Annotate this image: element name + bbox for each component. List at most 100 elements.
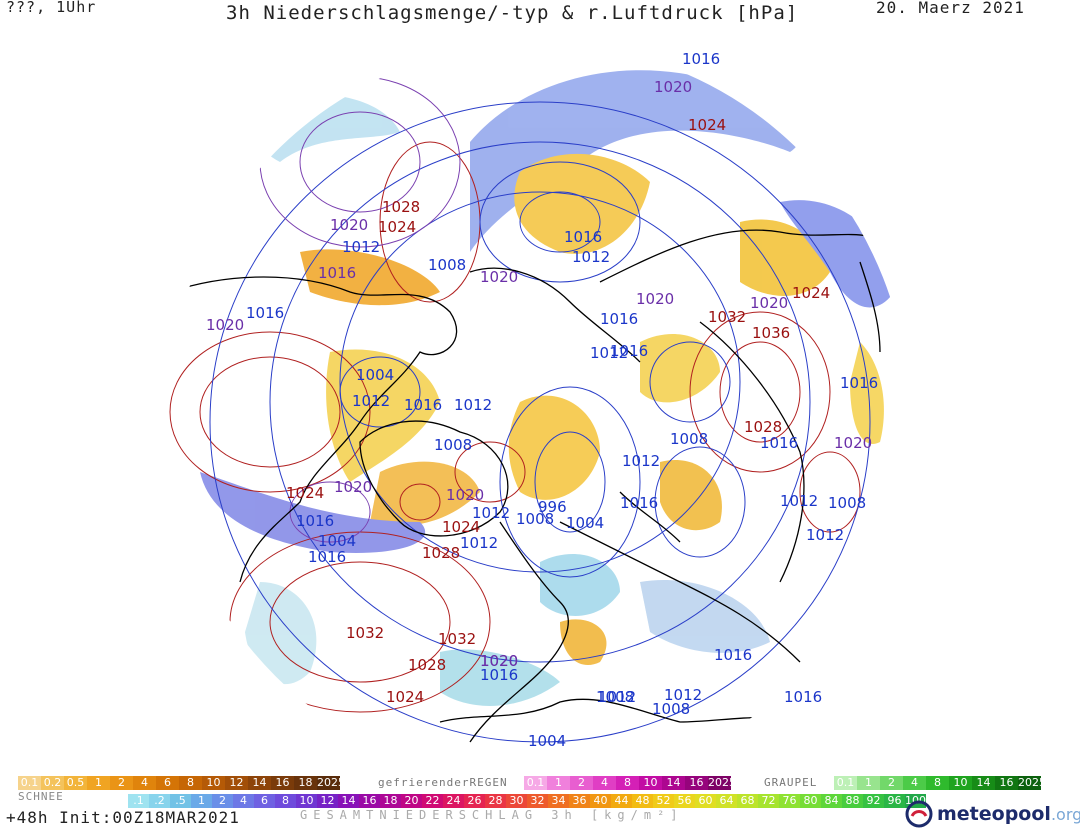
- isobar-label: 1008: [434, 436, 473, 454]
- total-legend-cell: 12: [317, 794, 338, 808]
- isobar-label: 1024: [792, 284, 831, 302]
- isobar-label: 1012: [460, 534, 499, 552]
- total-legend-cell: 32: [527, 794, 548, 808]
- snow-legend-cell: 10: [202, 776, 225, 790]
- total-legend-cell: 8: [275, 794, 296, 808]
- total-legend-cell: 68: [737, 794, 758, 808]
- isobar-label: 1012: [664, 686, 703, 704]
- isobar-label: 1016: [480, 666, 519, 684]
- isobar-label: 1016: [246, 304, 285, 322]
- snow-legend-cell: 2025+: [317, 776, 355, 790]
- total-legend-cell: 84: [821, 794, 842, 808]
- isobar-label: 1020: [446, 486, 485, 504]
- total-legend-cell: 80: [800, 794, 821, 808]
- total-precip-caption: GESAMTNIEDERSCHLAG 3h [kg/m²]: [300, 808, 684, 822]
- isobar-label: 1028: [744, 418, 783, 436]
- snow-legend-cell: 14: [248, 776, 271, 790]
- snow-legend-cell: 1: [87, 776, 110, 790]
- isobar-label: 1008: [428, 256, 467, 274]
- precipitation-areas: [200, 70, 900, 706]
- polar-projection-map: [165, 41, 911, 772]
- isobar-label: 1032: [708, 308, 747, 326]
- isobar-label: 1016: [610, 342, 649, 360]
- total-legend-cell: 4: [233, 794, 254, 808]
- graupel-legend-cell: 16: [995, 776, 1018, 790]
- isobar-label: 1020: [480, 268, 519, 286]
- graupel-legend-label: GRAUPEL: [764, 776, 818, 789]
- isobar-label: 1016: [318, 264, 357, 282]
- isobar-label: 1008: [596, 688, 635, 706]
- total-legend-cell: 1: [191, 794, 212, 808]
- isobar-label: 1016: [308, 548, 347, 566]
- graupel-legend-cell: 10: [949, 776, 972, 790]
- total-legend-cell: 36: [569, 794, 590, 808]
- total-legend-cell: 72: [758, 794, 779, 808]
- total-legend-cell: 10: [296, 794, 317, 808]
- isobar-label: 1008: [828, 494, 867, 512]
- snow-legend-cell: 12: [225, 776, 248, 790]
- run-info: +48h Init:00Z18MAR2021: [6, 808, 240, 827]
- freezing_rain-legend-cell: 4: [593, 776, 616, 790]
- graupel-legend-cell: 0.1: [834, 776, 857, 790]
- graupel-legend: 0.1 1 2 4 8 10 14 16 2025+: [834, 776, 1056, 790]
- isobar-label: 1012: [472, 504, 511, 522]
- isobar-label: 1020: [334, 478, 373, 496]
- total-precip-legend: .1.2.5 1 2 4 6 8 10 12 14 16 18 20 22 24 26 28 30 32 34 36 4…: [128, 794, 926, 808]
- total-legend-cell: 48: [632, 794, 653, 808]
- isobar-label: 1012: [806, 526, 845, 544]
- total-legend-cell: 24: [443, 794, 464, 808]
- snow-legend-cell: 0.2: [41, 776, 64, 790]
- isobar-label: 1008: [516, 510, 555, 528]
- isobar-label: 1028: [408, 656, 447, 674]
- freezing_rain-legend-cell: 16: [685, 776, 708, 790]
- snow-legend-cell: 4: [133, 776, 156, 790]
- total-legend-cell: 34: [548, 794, 569, 808]
- snow-legend-cell: 2: [110, 776, 133, 790]
- isobar-label: 1020: [636, 290, 675, 308]
- isobar-label: 1012: [352, 392, 391, 410]
- freezing_rain-legend-cell: 8: [616, 776, 639, 790]
- isobar-label: 1020: [206, 316, 245, 334]
- freezing-rain-legend-label: gefrierenderREGEN: [378, 776, 508, 789]
- total-legend-cell: 22: [422, 794, 443, 808]
- freezing_rain-legend-cell: 2: [570, 776, 593, 790]
- isobar-label: 1008: [652, 700, 691, 718]
- total-legend-cell: 28: [485, 794, 506, 808]
- logo-text: meteopool.org: [937, 803, 1080, 825]
- total-legend-cell: .2: [149, 794, 170, 808]
- isobar-label: 1020: [750, 294, 789, 312]
- snow-legend-cell: 16: [271, 776, 294, 790]
- snow-legend-cell: 0.5: [64, 776, 87, 790]
- isobar-label: 1024: [286, 484, 325, 502]
- isobar-label: 1008: [670, 430, 709, 448]
- graupel-legend-cell: 8: [926, 776, 949, 790]
- total-legend-cell: 60: [695, 794, 716, 808]
- chart-title: 3h Niederschlagsmenge/-typ & r.Luftdruck…: [226, 2, 799, 24]
- isobar-label: 1012: [622, 452, 661, 470]
- isobar-label: 1004: [528, 732, 567, 750]
- isobar-label: 1016: [564, 228, 603, 246]
- isobar-label: 1020: [654, 78, 693, 96]
- graupel-legend-cell: 4: [903, 776, 926, 790]
- isobar-label: 1036: [752, 324, 791, 342]
- isobar-label: 1016: [296, 512, 335, 530]
- isobar-label: 1024: [378, 218, 417, 236]
- forecast-map: 1016 1020 1024 1028 1024 1020 1012 1016 1008 1020…: [0, 22, 1080, 772]
- graupel-legend-cell: 2025+: [1018, 776, 1056, 790]
- isobar-label: 1032: [438, 630, 477, 648]
- total-legend-cell: 88: [842, 794, 863, 808]
- total-legend-cell: 96: [884, 794, 905, 808]
- meteopool-logo[interactable]: meteopool.org: [905, 800, 1080, 828]
- isobar-label: 1024: [442, 518, 481, 536]
- total-legend-cell: 26: [464, 794, 485, 808]
- total-legend-cell: 14: [338, 794, 359, 808]
- total-legend-cell: 16: [359, 794, 380, 808]
- isobar-label: 1016: [682, 50, 721, 68]
- isobar-label: 1016: [760, 434, 799, 452]
- isobar-label: 1004: [566, 514, 605, 532]
- snow-legend-cell: 6: [156, 776, 179, 790]
- logo-icon: [905, 800, 933, 828]
- total-legend-cell: 2: [212, 794, 233, 808]
- isobar-label: 1004: [318, 532, 357, 550]
- isobar-label: 1012: [780, 492, 819, 510]
